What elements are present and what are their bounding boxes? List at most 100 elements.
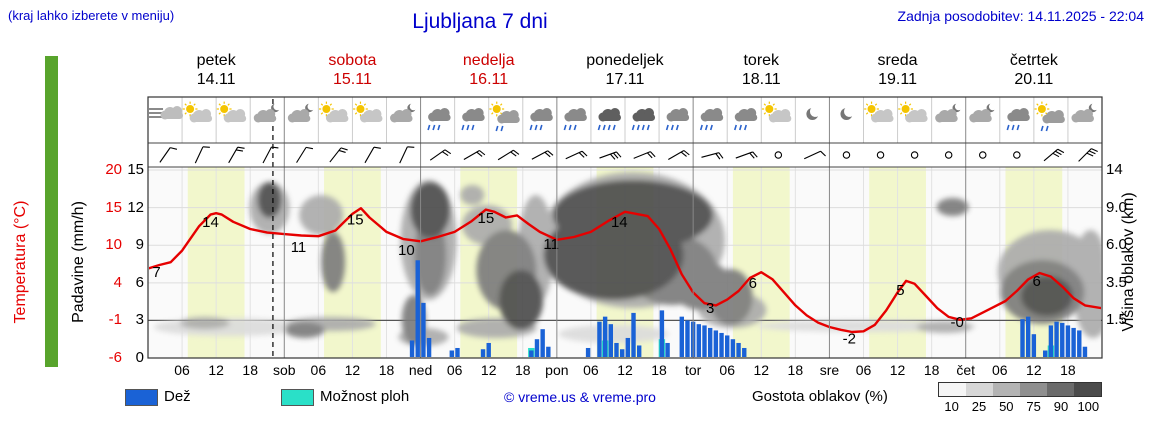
day-name: sreda	[877, 52, 918, 69]
weather-icon-suncloud	[864, 101, 894, 123]
precip-tick-0: 0	[135, 349, 144, 366]
cloud-tick-3.5: 3.5	[1106, 273, 1127, 291]
wind-calm-icon	[774, 151, 783, 159]
temp-tick-10: 10	[105, 236, 122, 254]
temp-value-label: 3	[706, 300, 714, 317]
weather-icon-rain	[563, 108, 587, 131]
hour-label: 12	[753, 362, 770, 378]
rain-bar	[742, 347, 747, 357]
rain-bar	[597, 321, 602, 357]
weather-icon-moon	[806, 106, 821, 120]
cloud-blob	[284, 322, 325, 338]
rain-bar	[1071, 327, 1076, 357]
day-date: 15.11	[332, 71, 372, 88]
rain-bar	[1054, 321, 1059, 357]
hour-label: 18	[923, 362, 940, 378]
hour-label: 18	[651, 362, 667, 378]
density-tick: 10	[944, 399, 959, 414]
weather-icon-fog	[149, 106, 184, 120]
day-abbrev-label: tor	[684, 362, 702, 378]
rain-bar	[659, 310, 665, 357]
cloud-density-gradient	[938, 382, 1102, 397]
rain-bar	[546, 346, 551, 357]
temp-tick--6: -6	[108, 349, 122, 366]
day-abbrev-label: čet	[956, 362, 976, 378]
rain-bar	[415, 260, 420, 357]
rain-bar	[1060, 322, 1065, 357]
temperature-curve	[149, 207, 1101, 334]
cloud-blob	[499, 270, 544, 330]
shower-legend-swatch	[281, 389, 314, 406]
wind-barb-icon	[735, 151, 758, 159]
weather-icon-suncloud	[318, 101, 349, 123]
density-segment	[993, 383, 1020, 396]
rain-legend-label: Dež	[164, 388, 191, 405]
cloud-blob	[153, 318, 304, 336]
cloud-density-ticks: 10 25 50 75 90 100	[938, 399, 1102, 414]
weather-icon-moon	[840, 106, 855, 120]
hour-label: 12	[889, 362, 906, 378]
wind-barb-icon	[194, 146, 210, 164]
day-header-nedelja: nedelja 16.11	[421, 51, 557, 89]
weather-icon-rain	[1006, 108, 1030, 131]
wind-barb-icon	[329, 147, 348, 163]
rain-bar	[730, 339, 736, 357]
day-date: 19.11	[878, 71, 917, 88]
cloud-tick-1.5: 1.5	[1106, 311, 1127, 329]
wind-barb-icon	[497, 149, 520, 161]
temp-tick-15: 15	[105, 198, 122, 216]
cloud-blob	[1076, 230, 1101, 290]
credit-link[interactable]: © vreme.us & vreme.pro	[504, 389, 656, 405]
wind-barb-icon	[228, 146, 245, 164]
temp-value-label: -2	[843, 330, 856, 347]
weather-icon-sunrain	[1034, 101, 1065, 132]
day-date: 17.11	[605, 71, 645, 88]
cloud-blob	[410, 182, 451, 238]
cloud-blob	[179, 317, 230, 329]
rain-bar	[1082, 346, 1088, 357]
precip-tick-3: 3	[135, 311, 144, 329]
temp-value-label: 11	[543, 236, 559, 253]
wind-barb-icon	[1043, 148, 1065, 162]
rain-bar	[1043, 350, 1048, 357]
rain-bar	[736, 342, 741, 357]
rain-bar	[702, 325, 707, 357]
rain-bar	[614, 342, 619, 357]
density-tick: 75	[1026, 399, 1041, 414]
plot-border	[147, 96, 1103, 359]
wind-calm-icon	[1013, 151, 1021, 159]
temp-tick-20: 20	[105, 161, 122, 179]
cloud-blob	[321, 232, 346, 292]
precip-tick-12: 12	[127, 198, 144, 216]
density-tick: 100	[1077, 399, 1100, 414]
hour-label: 12	[1026, 362, 1042, 378]
cloud-tick-9.0: 9.0	[1106, 198, 1127, 216]
rain-bar	[529, 350, 534, 357]
rain-bar	[534, 339, 540, 357]
wind-barb-icon	[804, 150, 826, 160]
density-segment	[939, 383, 966, 396]
density-segment	[1020, 383, 1047, 396]
temp-value-label: 10	[398, 242, 415, 259]
temp-value-label: 6	[749, 275, 757, 292]
rain-bar	[665, 342, 670, 357]
weather-icon-rain	[699, 108, 724, 131]
rain-bar	[719, 332, 724, 357]
rain-bar	[421, 302, 426, 357]
rain-bar	[409, 340, 415, 357]
hour-label: 06	[174, 362, 190, 378]
day-name: ponedeljek	[586, 52, 664, 69]
precip-tick-15: 15	[127, 161, 144, 179]
rain-bar	[1031, 334, 1037, 357]
wind-barb-icon	[429, 149, 452, 161]
rain-bar	[602, 316, 608, 357]
day-date: 14.11	[196, 71, 236, 88]
day-name: torek	[743, 52, 780, 69]
rain-bar	[486, 342, 491, 357]
menu-hint: (kraj lahko izberete v meniju)	[8, 8, 175, 23]
hour-label: 06	[310, 362, 327, 378]
weather-icon-rain	[427, 108, 451, 131]
rain-bar	[636, 345, 642, 357]
weather-icon-rain	[461, 108, 485, 131]
temp-value-label: 14	[202, 214, 219, 231]
